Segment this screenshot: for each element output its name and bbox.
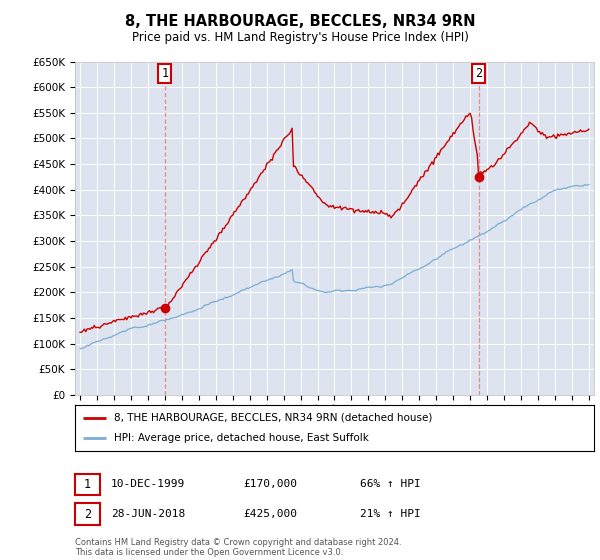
Text: HPI: Average price, detached house, East Suffolk: HPI: Average price, detached house, East… xyxy=(114,433,369,443)
Text: £425,000: £425,000 xyxy=(243,509,297,519)
Text: 2: 2 xyxy=(475,67,482,80)
Text: Price paid vs. HM Land Registry's House Price Index (HPI): Price paid vs. HM Land Registry's House … xyxy=(131,31,469,44)
Text: 66% ↑ HPI: 66% ↑ HPI xyxy=(360,479,421,489)
Text: 1: 1 xyxy=(161,67,169,80)
Text: 21% ↑ HPI: 21% ↑ HPI xyxy=(360,509,421,519)
Text: 10-DEC-1999: 10-DEC-1999 xyxy=(111,479,185,489)
Text: Contains HM Land Registry data © Crown copyright and database right 2024.
This d: Contains HM Land Registry data © Crown c… xyxy=(75,538,401,557)
Text: 2: 2 xyxy=(84,507,91,521)
Text: 1: 1 xyxy=(84,478,91,491)
Text: 8, THE HARBOURAGE, BECCLES, NR34 9RN: 8, THE HARBOURAGE, BECCLES, NR34 9RN xyxy=(125,14,475,29)
Text: 8, THE HARBOURAGE, BECCLES, NR34 9RN (detached house): 8, THE HARBOURAGE, BECCLES, NR34 9RN (de… xyxy=(114,413,432,423)
Text: £170,000: £170,000 xyxy=(243,479,297,489)
Text: 28-JUN-2018: 28-JUN-2018 xyxy=(111,509,185,519)
